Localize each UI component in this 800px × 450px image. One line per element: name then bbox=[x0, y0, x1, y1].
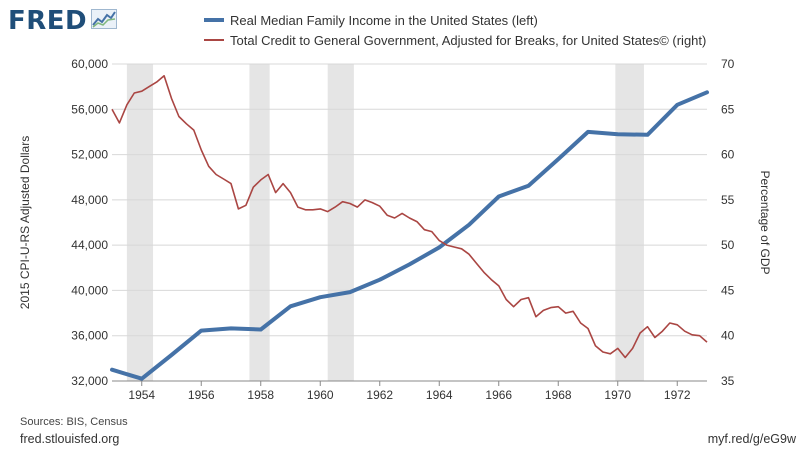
legend-swatch-credit bbox=[204, 39, 224, 41]
recession-shading-group bbox=[126, 64, 644, 381]
y-tick-label-right: 40 bbox=[721, 329, 735, 343]
gridlines-group bbox=[112, 63, 707, 382]
legend-item-credit: Total Credit to General Government, Adju… bbox=[204, 30, 706, 50]
sources-note: Sources: BIS, Census bbox=[20, 416, 128, 428]
y-tick-label-left: 56,000 bbox=[71, 102, 108, 116]
axes-group: 32,000 36,000 40,000 44,000 48,000 52,000 56,0… bbox=[18, 57, 772, 402]
x-tick-label: 1954 bbox=[128, 388, 155, 402]
y-tick-label-left: 36,000 bbox=[71, 329, 108, 343]
y-tick-label-left: 60,000 bbox=[71, 57, 108, 71]
y-axis-label-left: 2015 CPI-U-RS Adjusted Dollars bbox=[18, 136, 32, 309]
legend-swatch-income bbox=[204, 18, 224, 22]
footer-left: Sources: BIS, Census fred.stlouisfed.org bbox=[20, 416, 128, 446]
x-tick-label: 1972 bbox=[664, 388, 691, 402]
y-tick-label-left: 40,000 bbox=[71, 283, 108, 297]
x-tick-label: 1968 bbox=[545, 388, 572, 402]
x-tick-label: 1964 bbox=[426, 388, 453, 402]
y-tick-label-right: 50 bbox=[721, 238, 735, 252]
y-tick-label-right: 60 bbox=[721, 148, 735, 162]
recession-band bbox=[126, 64, 154, 381]
y-tick-label-right: 70 bbox=[721, 57, 735, 71]
site-url[interactable]: fred.stlouisfed.org bbox=[20, 432, 120, 446]
x-tick-label: 1970 bbox=[604, 388, 631, 402]
legend-item-income: Real Median Family Income in the United … bbox=[204, 10, 706, 30]
y-tick-label-right: 45 bbox=[721, 283, 735, 297]
x-tick-label: 1958 bbox=[247, 388, 274, 402]
short-link[interactable]: myf.red/g/eG9w bbox=[707, 432, 796, 446]
recession-band bbox=[249, 64, 270, 381]
x-tick-label: 1966 bbox=[485, 388, 512, 402]
x-tick-label: 1962 bbox=[366, 388, 393, 402]
logo-text: FRED bbox=[8, 6, 88, 36]
y-tick-label-right: 35 bbox=[721, 374, 735, 388]
series-line-income bbox=[110, 90, 709, 381]
fred-logo: FRED bbox=[8, 6, 118, 36]
legend-label-credit: Total Credit to General Government, Adju… bbox=[230, 32, 707, 48]
series-group bbox=[110, 75, 709, 381]
recession-band bbox=[615, 64, 644, 381]
line-graph-icon bbox=[91, 6, 118, 36]
y-tick-label-left: 52,000 bbox=[71, 148, 108, 162]
recession-band bbox=[327, 64, 354, 381]
y-axis-label-right: Percentage of GDP bbox=[758, 170, 772, 274]
y-tick-label-left: 48,000 bbox=[71, 193, 108, 207]
y-tick-label-right: 65 bbox=[721, 102, 735, 116]
y-tick-label-right: 55 bbox=[721, 193, 735, 207]
series-line-credit bbox=[111, 75, 708, 359]
chart-legend: Real Median Family Income in the United … bbox=[204, 10, 706, 50]
x-tick-label: 1956 bbox=[188, 388, 215, 402]
legend-label-income: Real Median Family Income in the United … bbox=[230, 12, 538, 28]
y-tick-label-left: 32,000 bbox=[71, 374, 108, 388]
x-tick-label: 1960 bbox=[307, 388, 334, 402]
y-tick-label-left: 44,000 bbox=[71, 238, 108, 252]
